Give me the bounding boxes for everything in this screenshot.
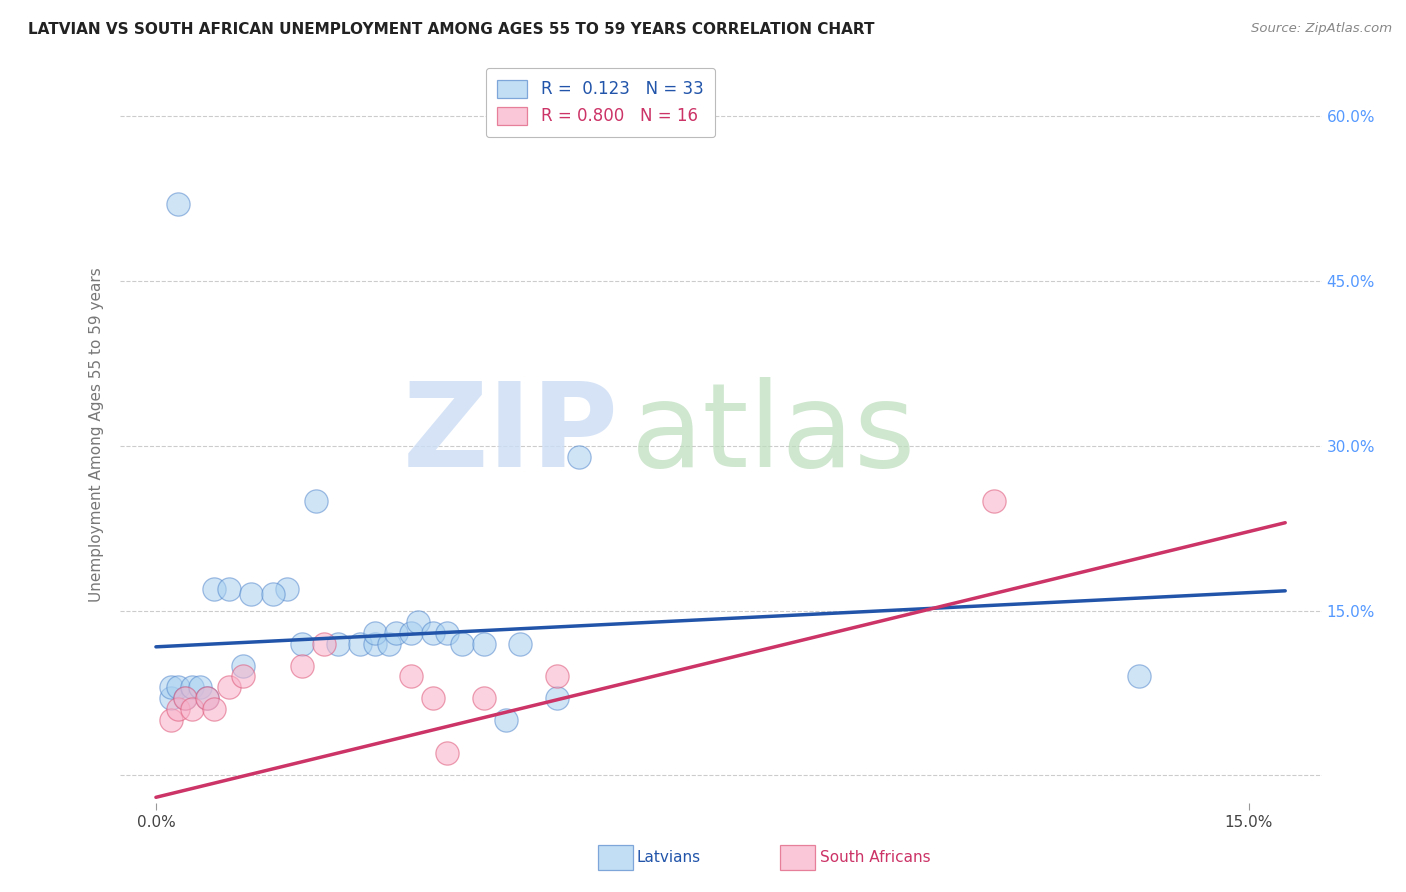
- Point: [232, 658, 254, 673]
- Point: [291, 658, 314, 673]
- Point: [983, 493, 1005, 508]
- Point: [291, 636, 314, 650]
- Point: [239, 587, 262, 601]
- Point: [181, 702, 204, 716]
- Y-axis label: Unemployment Among Ages 55 to 59 years: Unemployment Among Ages 55 to 59 years: [89, 268, 104, 602]
- Point: [166, 681, 188, 695]
- Point: [174, 691, 197, 706]
- Point: [1128, 669, 1150, 683]
- Point: [406, 615, 429, 629]
- Text: Latvians: Latvians: [637, 850, 702, 864]
- Point: [181, 681, 204, 695]
- Point: [166, 702, 188, 716]
- Point: [399, 669, 422, 683]
- Point: [232, 669, 254, 683]
- Point: [567, 450, 589, 464]
- Point: [363, 636, 385, 650]
- Point: [422, 625, 444, 640]
- Point: [495, 714, 517, 728]
- Point: [276, 582, 298, 596]
- Point: [546, 669, 568, 683]
- Point: [188, 681, 211, 695]
- Point: [195, 691, 218, 706]
- Point: [436, 747, 458, 761]
- Point: [218, 681, 240, 695]
- Point: [422, 691, 444, 706]
- Point: [174, 691, 197, 706]
- Point: [363, 625, 385, 640]
- Point: [312, 636, 335, 650]
- Point: [378, 636, 401, 650]
- Point: [218, 582, 240, 596]
- Text: South Africans: South Africans: [820, 850, 931, 864]
- Text: LATVIAN VS SOUTH AFRICAN UNEMPLOYMENT AMONG AGES 55 TO 59 YEARS CORRELATION CHAR: LATVIAN VS SOUTH AFRICAN UNEMPLOYMENT AM…: [28, 22, 875, 37]
- Point: [472, 691, 495, 706]
- Point: [159, 681, 181, 695]
- Point: [166, 197, 188, 211]
- Point: [436, 625, 458, 640]
- Point: [349, 636, 371, 650]
- Point: [399, 625, 422, 640]
- Text: atlas: atlas: [630, 377, 915, 492]
- Point: [509, 636, 531, 650]
- Point: [546, 691, 568, 706]
- Point: [202, 582, 225, 596]
- Point: [326, 636, 349, 650]
- Legend: R =  0.123   N = 33, R = 0.800   N = 16: R = 0.123 N = 33, R = 0.800 N = 16: [485, 68, 716, 136]
- Point: [262, 587, 284, 601]
- Point: [472, 636, 495, 650]
- Point: [159, 714, 181, 728]
- Point: [451, 636, 474, 650]
- Point: [385, 625, 408, 640]
- Point: [159, 691, 181, 706]
- Point: [305, 493, 328, 508]
- Text: ZIP: ZIP: [402, 377, 619, 492]
- Point: [202, 702, 225, 716]
- Text: Source: ZipAtlas.com: Source: ZipAtlas.com: [1251, 22, 1392, 36]
- Point: [195, 691, 218, 706]
